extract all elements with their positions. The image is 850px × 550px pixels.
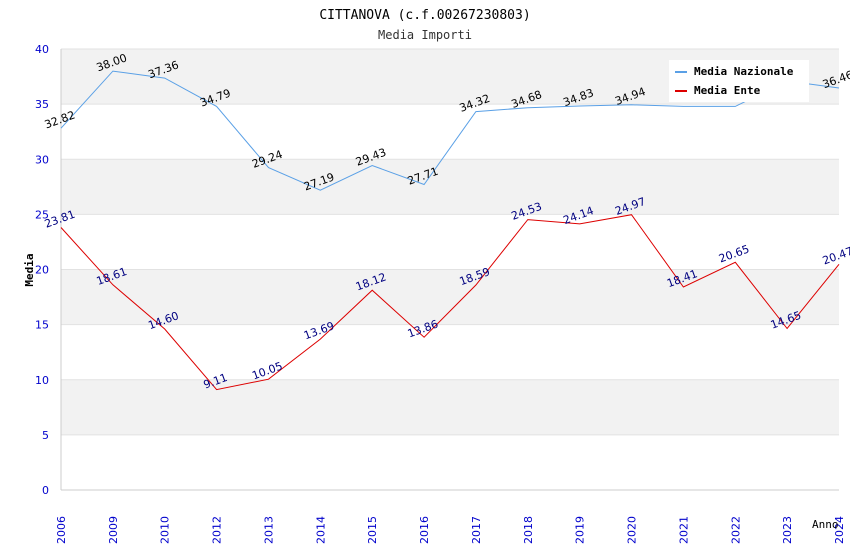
series-line-media-ente <box>60 214 840 391</box>
chart-subtitle: Media Importi <box>378 28 472 42</box>
y-tick-label: 25 <box>35 208 49 221</box>
legend-label-media-nazionale: Media Nazionale <box>694 65 794 78</box>
y-tick-label: 20 <box>35 264 49 277</box>
x-tick-label: 2021 <box>677 516 690 544</box>
legend-label-media-ente: Media Ente <box>694 84 761 97</box>
legend-box <box>669 60 809 102</box>
plot-band <box>61 379 839 435</box>
x-tick-label: 2006 <box>55 516 68 544</box>
y-tick-label: 40 <box>35 43 49 56</box>
y-tick-label: 15 <box>35 319 49 332</box>
x-tick-label: 2016 <box>418 516 431 544</box>
plot-band <box>61 159 839 215</box>
x-tick-label: 2022 <box>729 516 742 544</box>
x-tick-label: 2015 <box>366 516 379 544</box>
y-tick-label: 10 <box>35 374 49 387</box>
data-label: 32.82 <box>43 108 77 131</box>
series-layer <box>60 70 840 391</box>
y-axis-label: Media <box>23 253 36 286</box>
y-tick-label: 5 <box>42 429 49 442</box>
x-tick-label: 2009 <box>107 516 120 544</box>
x-tick-label: 2014 <box>314 516 327 544</box>
series-line-media-nazionale <box>60 70 840 191</box>
x-tick-label: 2012 <box>211 516 224 544</box>
x-tick-label: 2020 <box>626 516 639 544</box>
plot-bands <box>61 49 839 435</box>
data-label: 20.47 <box>821 245 850 268</box>
plot-band <box>61 269 839 325</box>
chart-title: CITTANOVA (c.f.00267230803) <box>319 8 530 23</box>
y-tick-label: 35 <box>35 98 49 111</box>
data-label: 20.65 <box>717 243 751 266</box>
y-tick-label: 0 <box>42 484 49 497</box>
x-tick-label: 2019 <box>574 516 587 544</box>
legend: Media Nazionale Media Ente <box>669 60 809 102</box>
x-tick-label: 2013 <box>262 516 275 544</box>
x-tick-label: 2017 <box>470 516 483 544</box>
x-tick-label: 2024 <box>833 516 846 544</box>
x-axis-label: Anno <box>812 518 839 531</box>
x-tick-label: 2023 <box>781 516 794 544</box>
x-tick-label: 2010 <box>159 516 172 544</box>
y-tick-label: 30 <box>35 153 49 166</box>
axes: 0 5 10 15 20 25 30 35 40 2006 2009 2010 2012 2013 2014… <box>35 43 846 544</box>
x-tick-label: 2018 <box>522 516 535 544</box>
